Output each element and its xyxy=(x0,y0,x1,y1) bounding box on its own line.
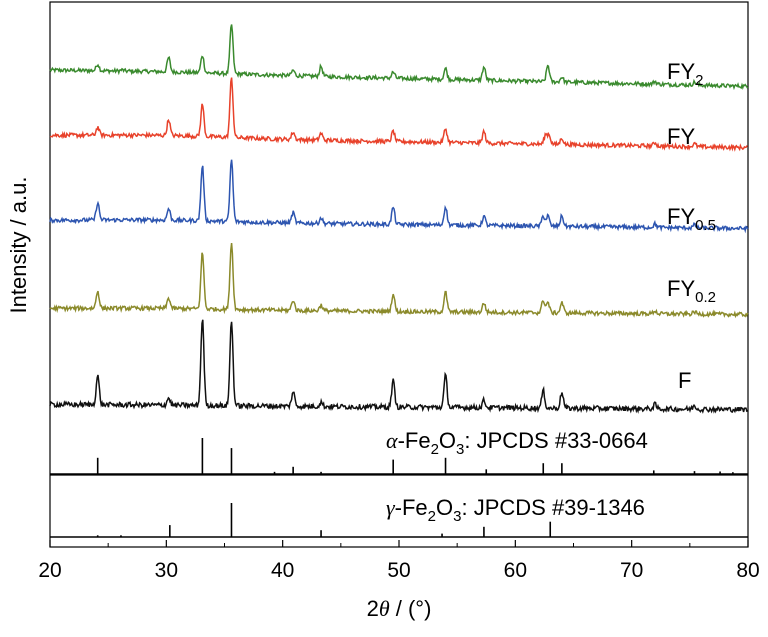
x-tick-label: 60 xyxy=(504,559,527,582)
series-line-0 xyxy=(49,24,749,91)
x-tick-label: 30 xyxy=(155,559,178,582)
reference-label-1: γ-Fe2O3: JPCDS #39-1346 xyxy=(386,495,645,525)
series-label-1: FY xyxy=(667,124,695,149)
series-labels: FY2 FY FY0.5 FY0.2 F xyxy=(667,59,716,393)
x-tick-label: 50 xyxy=(387,559,410,582)
reference-panel-1: γ-Fe2O3: JPCDS #39-1346 xyxy=(50,495,748,538)
series-line-2 xyxy=(49,159,749,234)
reference-panels: α-Fe2O3: JPCDS #33-0664 γ-Fe2O3: JPCDS #3… xyxy=(50,428,748,538)
series-label-2: FY0.5 xyxy=(667,204,716,234)
y-axis-label: Intensity / a.u. xyxy=(6,177,31,314)
series-label-4: F xyxy=(678,368,691,393)
x-tick-label: 40 xyxy=(271,559,294,582)
reference-label-0: α-Fe2O3: JPCDS #33-0664 xyxy=(386,428,648,458)
series-label-3: FY0.2 xyxy=(667,276,716,306)
x-tick-label: 20 xyxy=(38,559,61,582)
series-line-3 xyxy=(49,243,749,319)
reference-panel-0: α-Fe2O3: JPCDS #33-0664 xyxy=(50,428,748,475)
x-axis-label: 2θ / (°) xyxy=(367,596,432,621)
x-tick-label: 70 xyxy=(620,559,643,582)
series-layer xyxy=(49,24,749,414)
x-tick-label: 80 xyxy=(736,559,759,582)
series-line-4 xyxy=(49,319,748,414)
x-axis: 20 30 40 50 60 70 80 xyxy=(38,540,760,582)
series-label-0: FY2 xyxy=(667,59,703,89)
series-line-1 xyxy=(49,77,748,152)
